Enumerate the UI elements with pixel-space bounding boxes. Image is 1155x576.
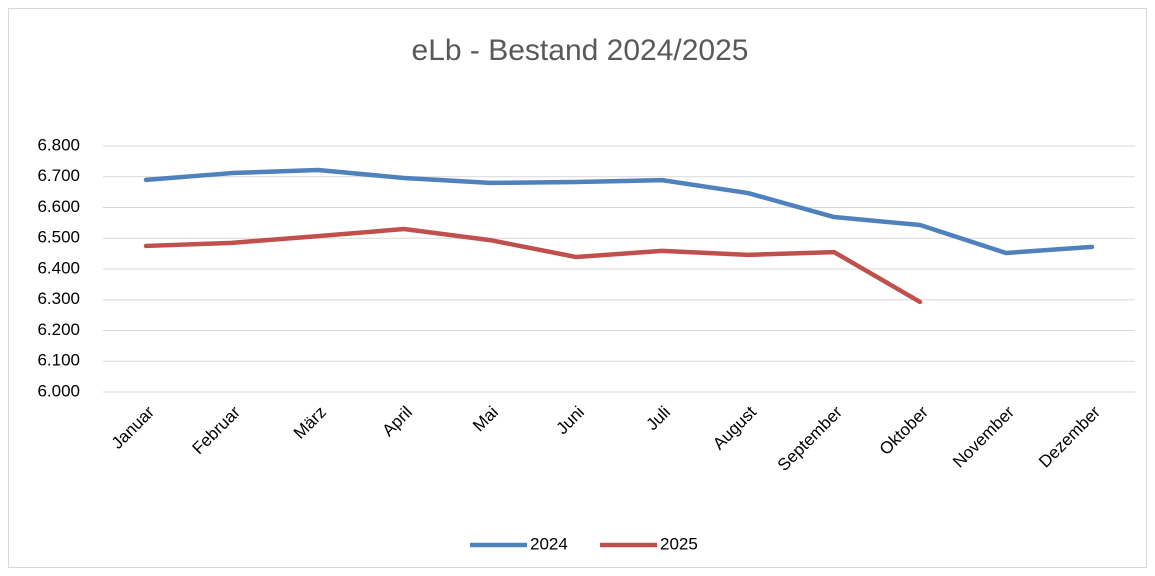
y-tick-label: 6.800 [37,135,80,154]
chart-border [8,8,1147,568]
y-tick-label: 6.700 [37,166,80,185]
y-tick-label: 6.300 [37,289,80,308]
y-tick-label: 6.000 [37,381,80,400]
y-tick-label: 6.500 [37,228,80,247]
line-series [143,167,1095,256]
chart-title: eLb - Bestand 2024/2025 [412,34,749,67]
line-series [143,226,923,305]
y-tick-label: 6.200 [37,320,80,339]
y-tick-label: 6.100 [37,351,80,370]
legend-label: 2025 [660,534,698,553]
y-tick-label: 6.400 [37,258,80,277]
legend-label: 2024 [530,534,568,553]
y-tick-label: 6.600 [37,197,80,216]
